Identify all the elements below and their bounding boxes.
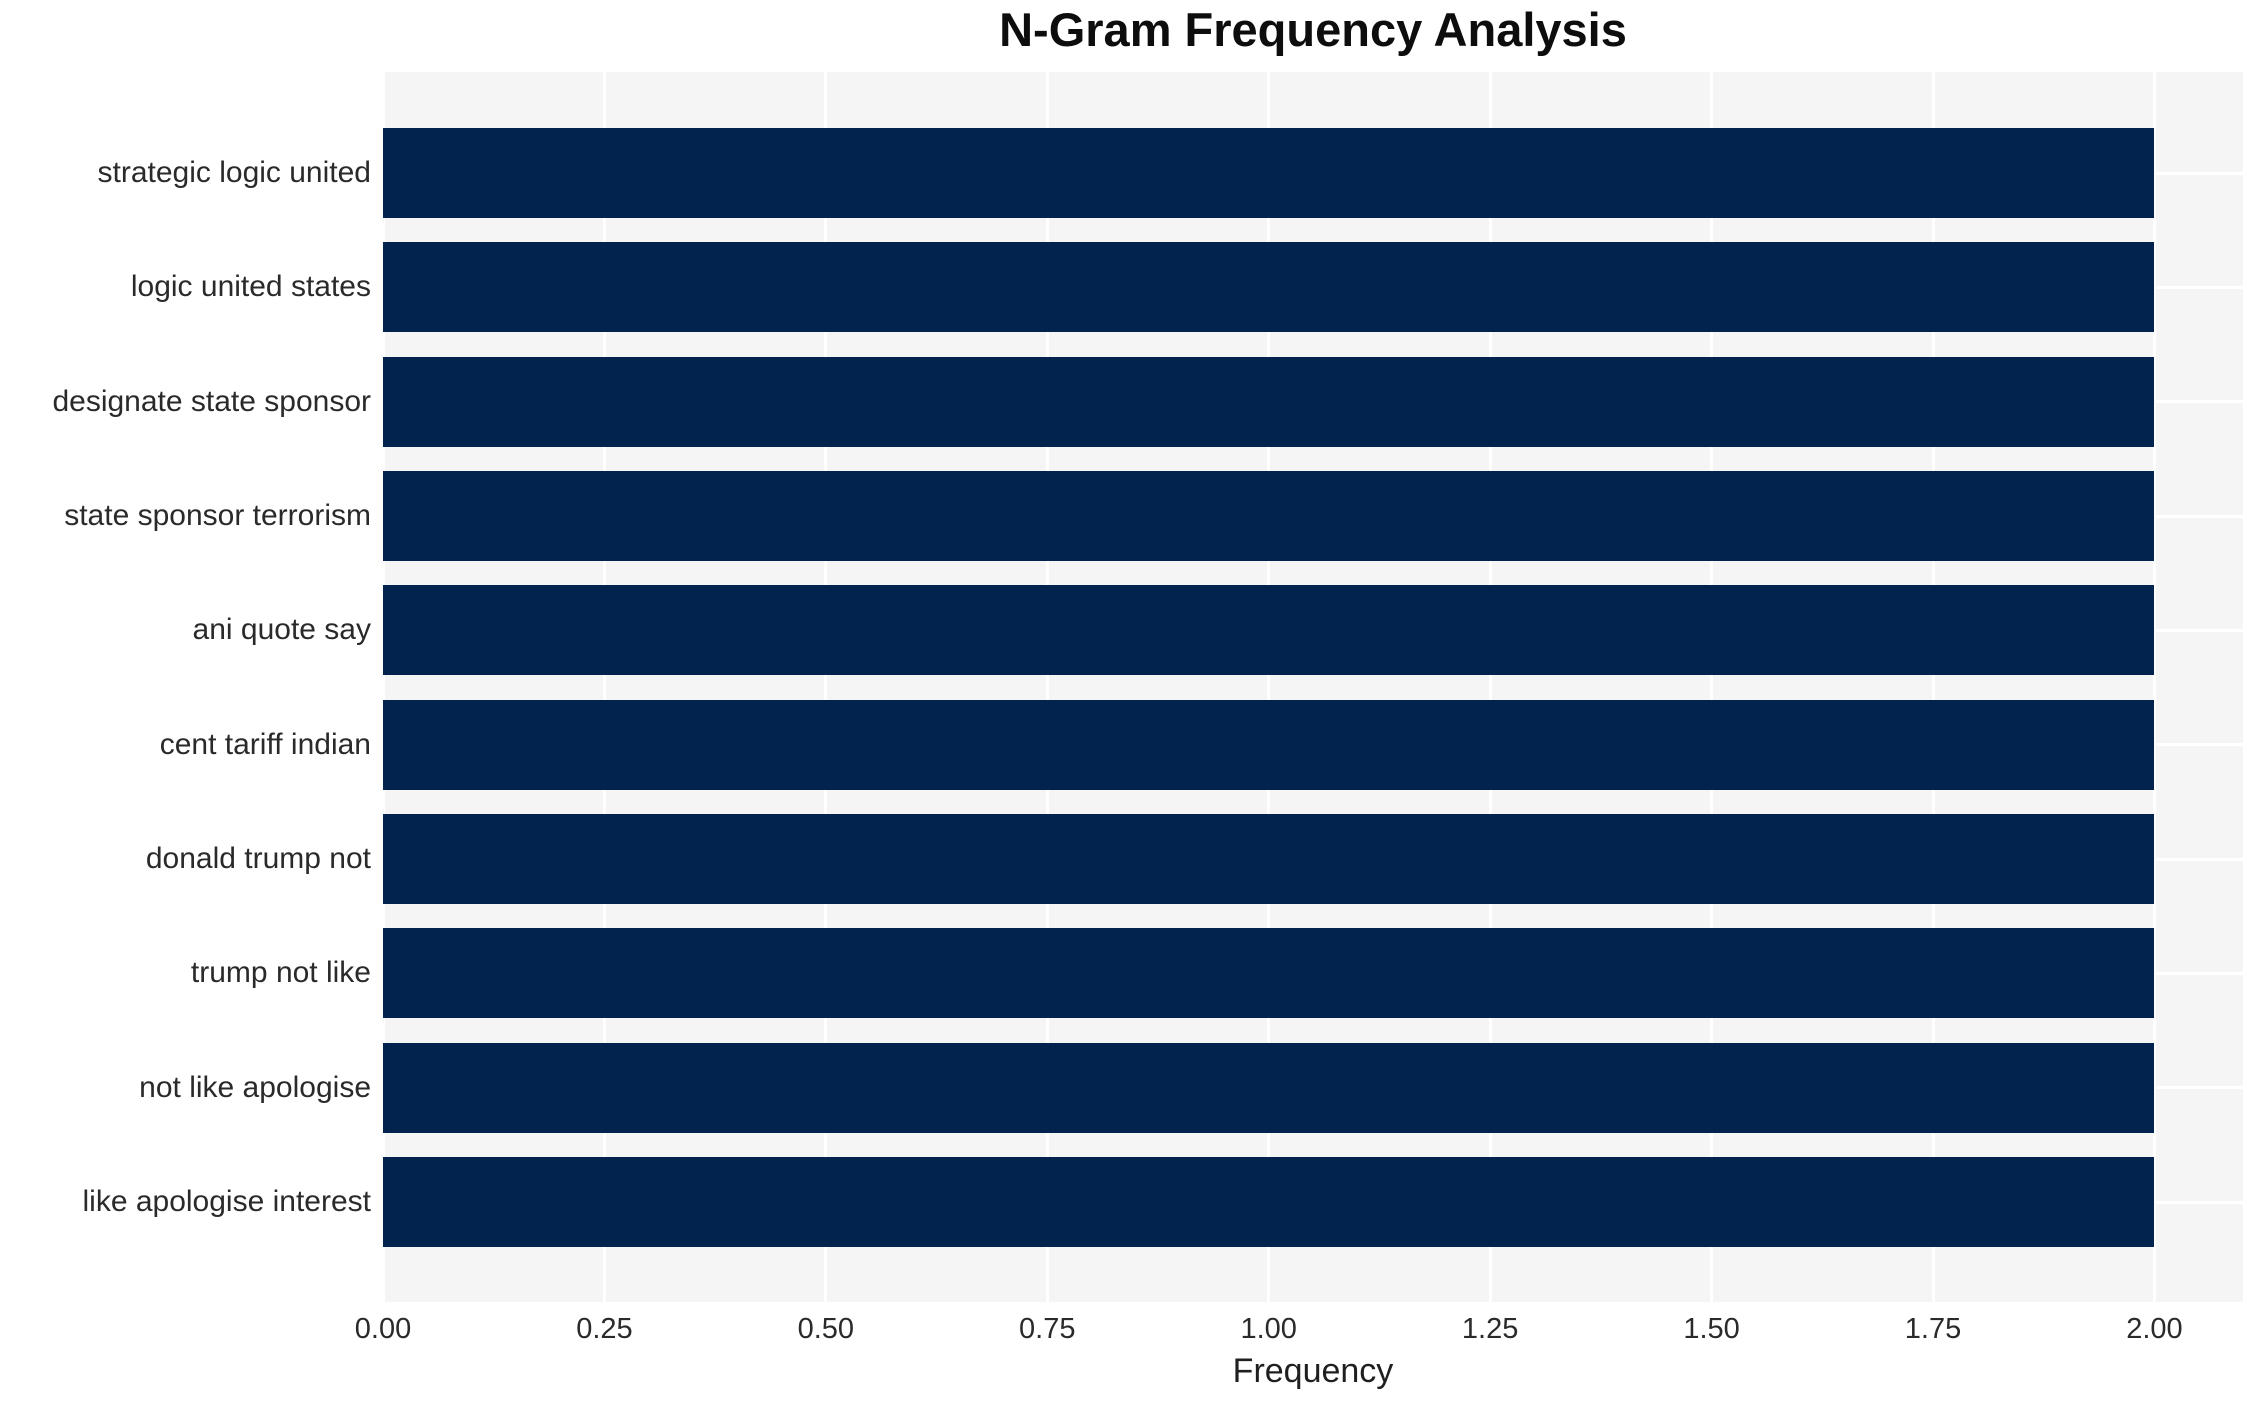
bar: [383, 699, 2155, 790]
v-gridline: [383, 72, 385, 1302]
bar: [383, 356, 2155, 447]
y-tick-label: strategic logic united: [97, 156, 372, 189]
x-tick-label: 1.00: [1240, 1313, 1297, 1345]
x-tick-label: 0.75: [1019, 1313, 1076, 1345]
chart-title: N-Gram Frequency Analysis: [999, 3, 1627, 56]
y-tick-label: logic united states: [130, 270, 371, 304]
y-tick-label: like apologise interest: [82, 1185, 371, 1218]
bar: [383, 1157, 2155, 1247]
bar: [383, 928, 2155, 1019]
plot-area: [383, 72, 2243, 1302]
y-tick-label: not like apologise: [139, 1070, 371, 1104]
v-gridline: [1488, 72, 1492, 1302]
y-tick-label: cent tariff indian: [159, 727, 371, 761]
x-tick-label: 0.25: [576, 1313, 633, 1345]
y-tick-label: donald trump not: [145, 842, 371, 875]
bar: [383, 814, 2155, 904]
v-gridline: [2152, 72, 2156, 1302]
x-tick-label: 0.50: [797, 1313, 855, 1345]
x-tick-label: 1.50: [1683, 1313, 1740, 1345]
bar: [383, 471, 2155, 561]
x-tick-label: 1.25: [1461, 1313, 1519, 1345]
bar: [383, 128, 2155, 218]
y-tick-label: state sponsor terrorism: [64, 499, 371, 532]
y-tick-label: designate state sponsor: [52, 384, 371, 418]
v-gridline: [1710, 72, 1714, 1302]
y-tick-label: trump not like: [190, 956, 371, 990]
x-tick-label: 2.00: [2126, 1313, 2183, 1345]
v-gridline: [1045, 72, 1049, 1302]
v-gridline: [1931, 72, 1935, 1302]
y-tick-label: ani quote say: [192, 613, 371, 647]
bar: [383, 242, 2155, 333]
x-tick-label: 1.75: [1904, 1313, 1962, 1345]
v-gridline: [824, 72, 828, 1302]
v-gridline: [1267, 72, 1271, 1302]
x-tick-label: 0.00: [354, 1313, 412, 1345]
x-axis-label: Frequency: [1232, 1352, 1394, 1390]
v-gridline: [602, 72, 606, 1302]
bar: [383, 585, 2155, 676]
bar: [383, 1042, 2155, 1133]
